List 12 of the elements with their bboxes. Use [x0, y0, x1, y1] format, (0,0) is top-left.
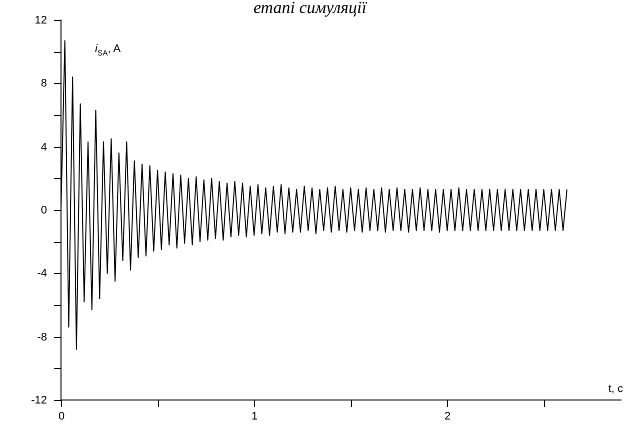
y-tick-label: 4 — [40, 142, 47, 154]
y-tick-label: 8 — [40, 78, 47, 90]
x-tick-label: 1 — [251, 410, 258, 423]
y-tick-label: -12 — [31, 394, 47, 407]
x-axis-title: t, с — [608, 383, 624, 395]
x-tick-label: 2 — [444, 410, 451, 423]
y-tick-label: -8 — [37, 332, 47, 344]
y-tick-label: 12 — [34, 14, 47, 27]
x-tick-label: 0 — [58, 410, 65, 423]
y-tick-label: 0 — [40, 204, 47, 217]
y-tick-label: -4 — [37, 268, 47, 280]
chart-title: етапі симуляції — [253, 0, 368, 17]
